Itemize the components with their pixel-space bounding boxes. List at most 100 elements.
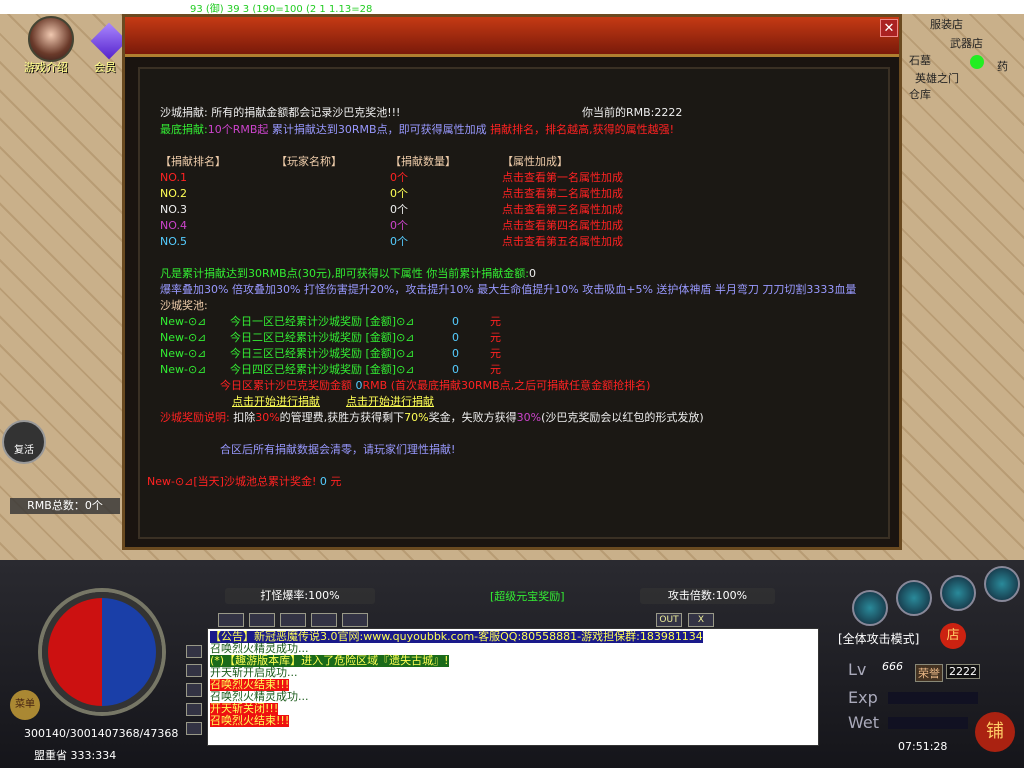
attack-multiplier: 攻击倍数:100% bbox=[640, 588, 775, 604]
chat-message: 召唤烈火结束!!! bbox=[210, 678, 290, 691]
footer-unit: 元 bbox=[330, 475, 342, 488]
explain-text: (沙巴克奖励会以红包的形式发放) bbox=[541, 411, 704, 424]
honor-label: 荣誉 bbox=[915, 664, 943, 682]
today-label: 今日区累计沙巴克奖励金额 bbox=[220, 379, 352, 392]
game-intro-label[interactable]: 游戏介绍 bbox=[24, 61, 68, 74]
rank-qty: 0个 bbox=[390, 171, 408, 184]
grid-icon[interactable] bbox=[342, 613, 368, 627]
skill-button[interactable] bbox=[940, 575, 976, 611]
wet-label: Wet bbox=[848, 713, 879, 732]
chat-message: 召唤烈火精灵成功... bbox=[210, 690, 309, 703]
chat-message: 召唤烈火精灵成功... bbox=[210, 642, 309, 655]
min-label: 最底捐献: bbox=[160, 123, 208, 136]
chat-channel-button[interactable] bbox=[186, 702, 202, 716]
rank-rank: NO.1 bbox=[160, 171, 187, 184]
status-text: 93 (御) 39 3 (190=100 (2 1 1.13=28 bbox=[190, 4, 373, 15]
footer-prefix: New-⊙⊿[当天]沙城池总累计奖金! bbox=[147, 475, 317, 488]
game-intro-avatar[interactable] bbox=[28, 16, 74, 62]
minimap[interactable]: 服装店 武器店 石墓 药 英雄之门 仓库 bbox=[905, 10, 1024, 110]
pool-text: 今日四区已经累计沙城奖励 [金额]⊙⊿ bbox=[230, 363, 415, 376]
hp-text: 300140/3001407368/47368 bbox=[24, 727, 179, 740]
chat-message: 召唤烈火结束!!! bbox=[210, 714, 290, 727]
footer-value: 0 bbox=[319, 475, 327, 488]
today-note: (首次最底捐献30RMB点,之后可捐献任意金额抢排名) bbox=[390, 379, 651, 392]
pool-prefix: New-⊙⊿ bbox=[160, 315, 207, 328]
menu-emblem[interactable]: 菜单 bbox=[10, 690, 40, 720]
header-name: 【玩家名称】 bbox=[276, 155, 342, 168]
vehicle-icon[interactable] bbox=[280, 613, 306, 627]
trade-icon[interactable] bbox=[249, 613, 275, 627]
chat-log[interactable]: 【公告】新冠恶魔传说3.0官网:www.quyoubbk.com-客服QQ:80… bbox=[207, 628, 819, 746]
pool-text: 今日三区已经累计沙城奖励 [金额]⊙⊿ bbox=[230, 347, 415, 360]
exp-bar bbox=[888, 692, 978, 704]
explain-pct: 70% bbox=[404, 411, 429, 424]
rank-attr[interactable]: 点击查看第二名属性加成 bbox=[502, 187, 623, 200]
chat-message: 开天斩关闭!!! bbox=[210, 702, 279, 715]
pool-value: 0 bbox=[452, 363, 459, 376]
honor-value: 2222 bbox=[946, 664, 980, 679]
map-label: 石墓 bbox=[909, 54, 931, 67]
rank-rank: NO.5 bbox=[160, 235, 187, 248]
hp-mp-orb bbox=[42, 592, 162, 712]
skill-button[interactable] bbox=[896, 580, 932, 616]
rank-rank: NO.2 bbox=[160, 187, 187, 200]
weight-bar bbox=[888, 717, 968, 729]
donation-window: ✕ 沙城捐献: 所有的捐献金额都会记录沙巴克奖池!!! 你当前的RMB:2222… bbox=[122, 14, 902, 550]
rank-attr[interactable]: 点击查看第四名属性加成 bbox=[502, 219, 623, 232]
explain-pct: 30% bbox=[516, 411, 542, 424]
explain-text: 奖金，失败方获得 bbox=[428, 411, 517, 424]
clock: 07:51:28 bbox=[898, 740, 948, 753]
rank-rank: NO.3 bbox=[160, 203, 187, 216]
skill-button[interactable] bbox=[852, 590, 888, 626]
chat-channel-button[interactable] bbox=[186, 721, 202, 736]
explain-pct: 30% bbox=[255, 411, 280, 424]
bonus-value: 0 bbox=[528, 267, 536, 280]
pool-prefix: New-⊙⊿ bbox=[160, 331, 207, 344]
pool-text: 今日一区已经累计沙城奖励 [金额]⊙⊿ bbox=[230, 315, 415, 328]
coords: 盟重省 333:334 bbox=[34, 749, 117, 762]
rank-rank: NO.4 bbox=[160, 219, 187, 232]
intro-title: 沙城捐献: bbox=[160, 106, 208, 119]
vip-label[interactable]: 会员 bbox=[94, 61, 116, 74]
current-rmb: 你当前的RMB:2222 bbox=[582, 106, 683, 119]
pool-unit: 元 bbox=[490, 363, 501, 376]
rank-attr[interactable]: 点击查看第一名属性加成 bbox=[502, 171, 623, 184]
reward-banner[interactable]: [超级元宝奖励] bbox=[490, 590, 565, 603]
skill-button[interactable] bbox=[984, 566, 1020, 602]
chat-channel-button[interactable] bbox=[186, 683, 202, 697]
mountain-icon[interactable] bbox=[218, 613, 244, 627]
rank-attr[interactable]: 点击查看第三名属性加成 bbox=[502, 203, 623, 216]
rmb-total: RMB总数：0个 bbox=[10, 498, 120, 514]
revive-button[interactable]: 复活 bbox=[2, 420, 46, 464]
close-chat-button[interactable]: X bbox=[688, 613, 714, 627]
pool-prefix: New-⊙⊿ bbox=[160, 363, 207, 376]
map-label: 武器店 bbox=[950, 37, 983, 50]
store-button[interactable]: 铺 bbox=[975, 712, 1015, 752]
intro-text: 所有的捐献金额都会记录沙巴克奖池!!! bbox=[211, 106, 401, 119]
pool-label: 沙城奖池: bbox=[160, 299, 208, 312]
rank-attr[interactable]: 点击查看第五名属性加成 bbox=[502, 235, 623, 248]
explain-label: 沙城奖励说明: bbox=[160, 411, 230, 424]
chat-channel-button[interactable] bbox=[186, 645, 202, 659]
rank-qty: 0个 bbox=[390, 235, 408, 248]
pool-prefix: New-⊙⊿ bbox=[160, 347, 207, 360]
donate-link[interactable]: 点击开始进行捐献 bbox=[346, 395, 434, 408]
window-header bbox=[125, 17, 899, 57]
bonus-attrs: 爆率叠加30% 倍攻叠加30% 打怪伤害提升20%，攻击提升10% 最大生命值提… bbox=[160, 283, 857, 296]
merge-note: 合区后所有捐献数据会清零，请玩家们理性捐献! bbox=[220, 443, 456, 456]
lv-label: Lv bbox=[848, 660, 867, 679]
header-qty: 【捐献数量】 bbox=[390, 155, 456, 168]
close-icon[interactable]: ✕ bbox=[880, 19, 898, 37]
attack-mode[interactable]: [全体攻击模式] bbox=[838, 632, 920, 646]
chat-message: 【公告】新冠恶魔传说3.0官网:www.quyoubbk.com-客服QQ:80… bbox=[210, 630, 703, 643]
donate-link[interactable]: 点击开始进行捐献 bbox=[232, 395, 320, 408]
donation-content: 沙城捐献: 所有的捐献金额都会记录沙巴克奖池!!! 你当前的RMB:2222 最… bbox=[138, 67, 890, 539]
pool-value: 0 bbox=[452, 347, 459, 360]
chat-channel-button[interactable] bbox=[186, 664, 202, 678]
out-button[interactable]: OUT bbox=[656, 613, 682, 627]
pool-text: 今日二区已经累计沙城奖励 [金额]⊙⊿ bbox=[230, 331, 415, 344]
group-icon[interactable] bbox=[311, 613, 337, 627]
shop-button[interactable]: 店 bbox=[940, 623, 966, 649]
map-label: 英雄之门 bbox=[915, 72, 959, 85]
pool-unit: 元 bbox=[490, 315, 501, 328]
